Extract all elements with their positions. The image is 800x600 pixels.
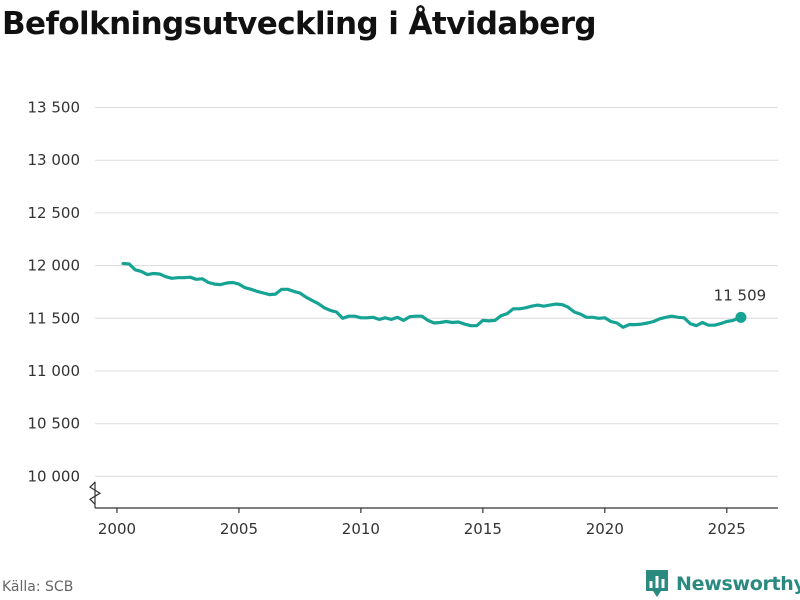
source-note: Källa: SCB (2, 579, 74, 595)
x-tick-label: 2005 (220, 520, 258, 538)
y-tick-label: 11 500 (28, 309, 81, 327)
x-axis-tick-labels: 2000 2005 2010 2015 2020 2025 (98, 508, 746, 538)
grid-lines (95, 107, 778, 477)
x-tick-label: 2000 (98, 520, 136, 538)
y-tick-label: 10 000 (28, 467, 81, 485)
y-axis-break-icon (89, 481, 102, 505)
brand-name: Newsworthy (676, 573, 800, 595)
annotation-layer: 11 509 (714, 286, 767, 323)
y-tick-label: 13 000 (28, 151, 81, 169)
y-tick-label: 10 500 (28, 415, 81, 433)
x-tick-label: 2010 (342, 520, 380, 538)
x-tick-label: 2020 (586, 520, 624, 538)
y-tick-label: 13 500 (28, 99, 81, 117)
y-tick-label: 11 000 (28, 362, 81, 380)
x-tick-label: 2025 (708, 520, 746, 538)
chart-title: Befolkningsutveckling i Åtvidaberg (2, 6, 597, 42)
end-value-label: 11 509 (714, 286, 767, 304)
end-point-marker (735, 311, 747, 323)
y-tick-label: 12 500 (28, 204, 81, 222)
y-tick-label: 12 000 (28, 257, 81, 275)
x-tick-label: 2015 (464, 520, 502, 538)
newsworthy-icon (646, 570, 668, 597)
y-axis-tick-labels: 10 000 10 500 11 000 11 500 12 000 12 500 13 0… (28, 99, 81, 486)
brand-logo: Newsworthy (645, 569, 800, 599)
axes (89, 481, 778, 509)
series-layer (121, 261, 743, 329)
series-line (121, 261, 743, 329)
